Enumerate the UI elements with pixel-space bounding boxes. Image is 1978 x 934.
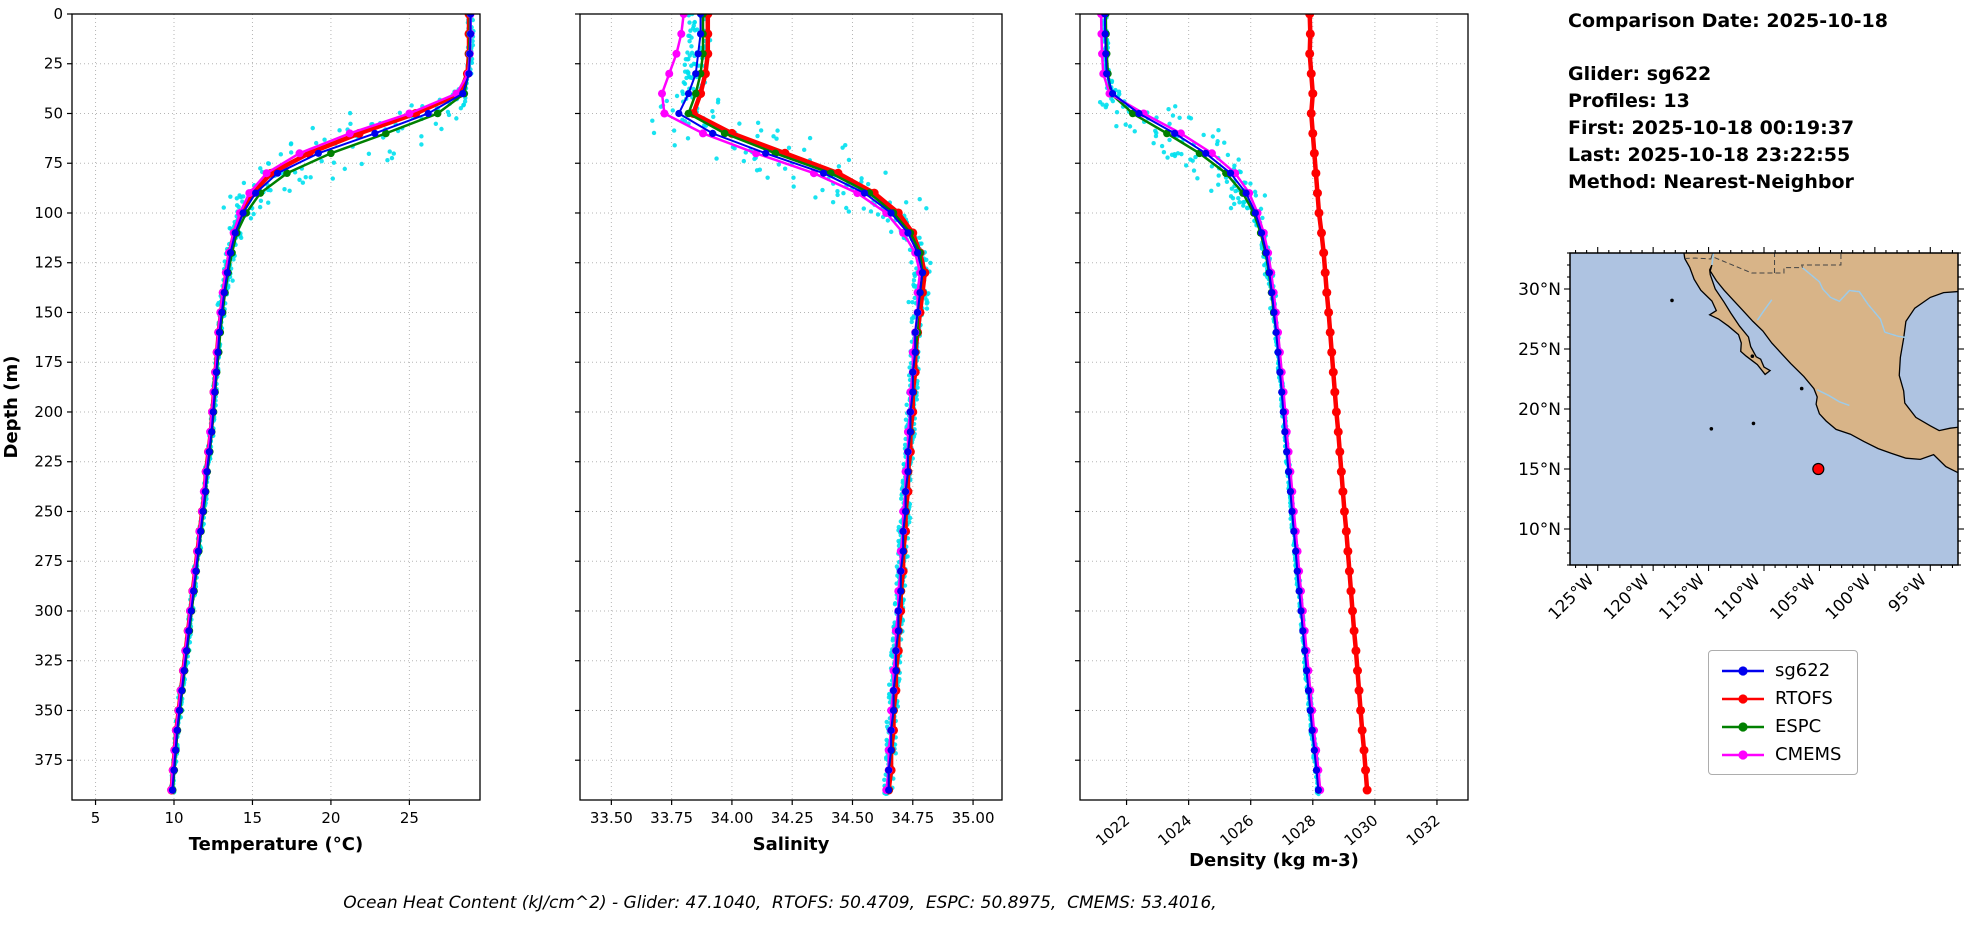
profiles-count: Profiles: 13	[1568, 90, 1690, 112]
legend-label: CMEMS	[1775, 744, 1842, 765]
svg-text:350: 350	[34, 701, 63, 719]
info-panel: Comparison Date: 2025-10-18 Glider: sg62…	[1568, 8, 1888, 196]
svg-text:325: 325	[34, 652, 63, 670]
svg-text:34.75: 34.75	[891, 809, 934, 827]
svg-text:200: 200	[34, 403, 63, 421]
svg-text:34.25: 34.25	[771, 809, 814, 827]
svg-text:10: 10	[164, 809, 183, 827]
svg-text:100°W: 100°W	[1822, 570, 1875, 623]
legend-item: ESPC	[1720, 716, 1841, 737]
glider-location-marker	[1812, 462, 1825, 476]
svg-text:33.75: 33.75	[650, 809, 693, 827]
svg-text:105°W: 105°W	[1766, 570, 1819, 623]
glider-name: Glider: sg622	[1568, 63, 1712, 85]
svg-text:34.50: 34.50	[831, 809, 874, 827]
svg-text:150: 150	[34, 303, 63, 321]
legend-item: RTOFS	[1720, 688, 1841, 709]
svg-text:20°N: 20°N	[1518, 400, 1561, 420]
svg-text:115°W: 115°W	[1655, 570, 1708, 623]
svg-text:25°N: 25°N	[1518, 340, 1561, 360]
svg-text:175: 175	[34, 353, 63, 371]
temperature-profile-chart: 5 10 15 20 250255075100125150175200225250275…	[1, 5, 481, 855]
svg-text:25: 25	[44, 55, 63, 73]
location-map: 125°W 120°W 115°W 110°W 105°W 100°W 95°W 30°N 25…	[1518, 247, 1964, 623]
info-spacer	[1568, 35, 1888, 61]
svg-text:95°W: 95°W	[1884, 570, 1930, 616]
legend-line-marker-icon	[1722, 665, 1764, 676]
svg-text:125: 125	[34, 254, 63, 272]
svg-text:375: 375	[34, 751, 63, 769]
svg-text:30°N: 30°N	[1518, 280, 1561, 300]
legend-label: RTOFS	[1775, 688, 1833, 709]
svg-text:34.00: 34.00	[710, 809, 753, 827]
density-profile-chart: 1022 1024 1026 1028 1030 1032 Density (kg m-3)	[1075, 13, 1469, 871]
svg-text:15: 15	[243, 809, 262, 827]
svg-text:300: 300	[34, 602, 63, 620]
legend-label: ESPC	[1775, 716, 1822, 737]
legend-label: sg622	[1775, 660, 1831, 681]
comparison-method: Method: Nearest-Neighbor	[1568, 171, 1854, 193]
legend-line-marker-icon	[1722, 721, 1764, 732]
svg-text:120°W: 120°W	[1600, 570, 1653, 623]
svg-text:125°W: 125°W	[1544, 570, 1597, 623]
legend-line-marker-icon	[1722, 693, 1764, 704]
last-profile-time: Last: 2025-10-18 23:22:55	[1568, 144, 1851, 166]
svg-text:5: 5	[91, 809, 101, 827]
svg-text:0: 0	[53, 5, 63, 23]
legend-item: CMEMS	[1720, 744, 1841, 765]
svg-text:110°W: 110°W	[1711, 570, 1764, 623]
svg-text:15°N: 15°N	[1518, 460, 1561, 480]
svg-text:1022: 1022	[1092, 811, 1133, 849]
svg-text:Density (kg m-3): Density (kg m-3)	[1189, 850, 1359, 871]
svg-text:250: 250	[34, 502, 63, 520]
svg-text:Depth (m): Depth (m)	[1, 356, 22, 459]
svg-text:Salinity: Salinity	[753, 834, 830, 855]
svg-text:25: 25	[400, 809, 419, 827]
svg-text:100: 100	[34, 204, 63, 222]
svg-text:10°N: 10°N	[1518, 520, 1561, 540]
first-profile-time: First: 2025-10-18 00:19:37	[1568, 117, 1855, 139]
svg-text:225: 225	[34, 453, 63, 471]
svg-text:1028: 1028	[1279, 811, 1320, 849]
svg-text:1024: 1024	[1154, 811, 1195, 849]
svg-text:20: 20	[321, 809, 340, 827]
svg-text:Temperature (°C): Temperature (°C)	[189, 834, 363, 855]
svg-text:1032: 1032	[1403, 811, 1444, 849]
salinity-profile-chart: 33.50 33.75 34.00 34.25 34.50 34.75 35.00 Salin…	[575, 13, 1003, 855]
ohc-caption: Ocean Heat Content (kJ/cm^2) - Glider: 4…	[343, 893, 1217, 913]
svg-text:275: 275	[34, 552, 63, 570]
svg-text:50: 50	[44, 104, 63, 122]
comparison-date: Comparison Date: 2025-10-18	[1568, 10, 1888, 32]
legend: sg622 RTOFS ESPC CMEMS	[1708, 650, 1859, 775]
svg-text:35.00: 35.00	[952, 809, 995, 827]
svg-text:1030: 1030	[1341, 811, 1382, 849]
legend-item: sg622	[1720, 660, 1841, 681]
svg-text:1026: 1026	[1216, 811, 1257, 849]
legend-line-marker-icon	[1722, 749, 1764, 760]
svg-text:33.50: 33.50	[590, 809, 633, 827]
svg-text:75: 75	[44, 154, 63, 172]
